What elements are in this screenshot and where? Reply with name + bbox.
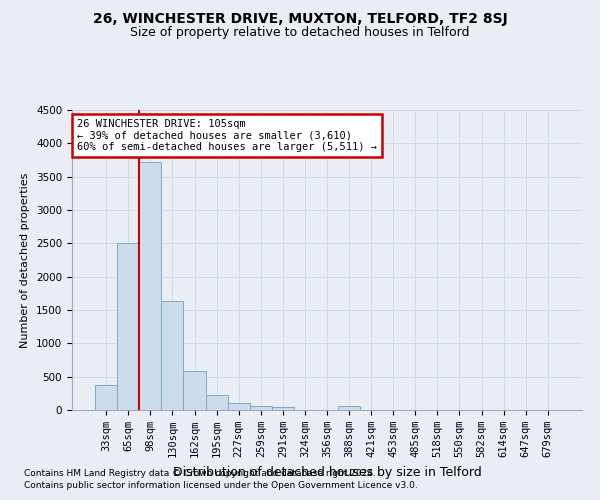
Bar — [139, 162, 161, 410]
Text: Size of property relative to detached houses in Telford: Size of property relative to detached ho… — [130, 26, 470, 39]
Bar — [272, 406, 294, 410]
Text: 26, WINCHESTER DRIVE, MUXTON, TELFORD, TF2 8SJ: 26, WINCHESTER DRIVE, MUXTON, TELFORD, T… — [92, 12, 508, 26]
Bar — [95, 386, 117, 410]
Bar — [250, 406, 272, 410]
X-axis label: Distribution of detached houses by size in Telford: Distribution of detached houses by size … — [173, 466, 481, 478]
Bar — [227, 403, 250, 410]
Text: 26 WINCHESTER DRIVE: 105sqm
← 39% of detached houses are smaller (3,610)
60% of : 26 WINCHESTER DRIVE: 105sqm ← 39% of det… — [77, 119, 377, 152]
Bar — [161, 302, 184, 410]
Bar — [206, 394, 227, 410]
Bar — [184, 370, 206, 410]
Text: Contains public sector information licensed under the Open Government Licence v3: Contains public sector information licen… — [24, 481, 418, 490]
Text: Contains HM Land Registry data © Crown copyright and database right 2024.: Contains HM Land Registry data © Crown c… — [24, 468, 376, 477]
Bar — [338, 406, 360, 410]
Y-axis label: Number of detached properties: Number of detached properties — [20, 172, 31, 348]
Bar — [117, 244, 139, 410]
